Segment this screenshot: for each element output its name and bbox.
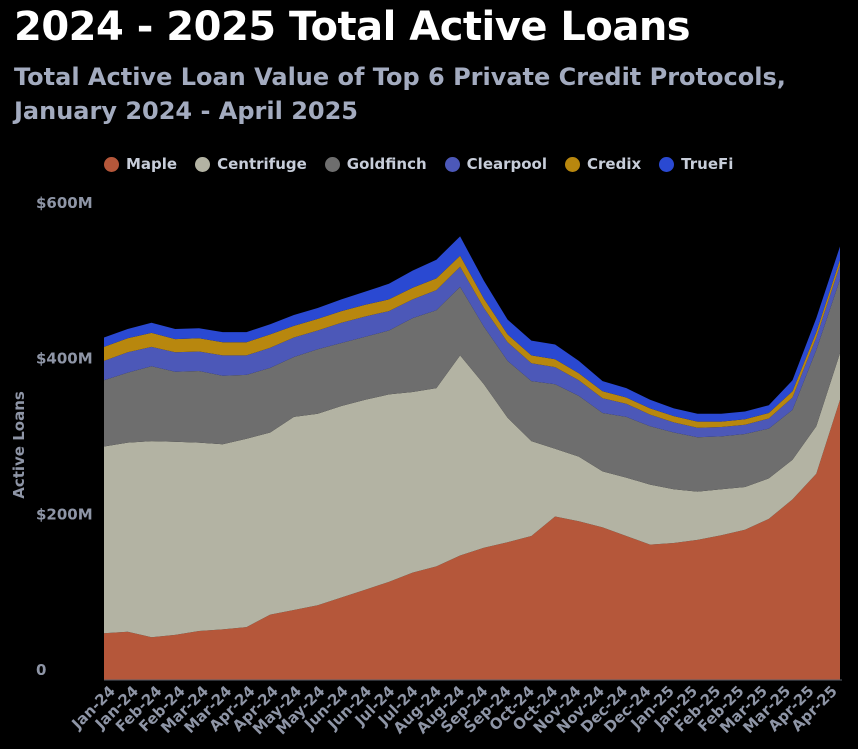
legend-label: Goldfinch [346,155,427,173]
area-clearpool[interactable] [104,265,840,438]
area-goldfinch[interactable] [104,279,840,492]
legend-label: TrueFi [681,155,734,173]
chart-title: 2024 - 2025 Total Active Loans [14,4,691,50]
legend-swatch-truefi [659,156,675,172]
legend-label: Centrifuge [217,155,307,173]
y-axis-label: Active Loans [10,391,28,499]
legend-item-goldfinch[interactable]: Goldfinch [324,155,427,173]
legend-item-centrifuge[interactable]: Centrifuge [195,155,307,173]
legend-swatch-maple [104,156,119,172]
legend-swatch-clearpool [444,156,460,172]
y-axis: 0 $200M $400M $600M [36,194,93,679]
legend-label: Maple [126,155,178,173]
legend-label: Clearpool [466,155,548,173]
area-credix[interactable] [104,255,840,428]
legend-swatch-centrifuge [195,156,211,172]
area-centrifuge[interactable] [104,353,840,638]
chart-legend: Maple Centrifuge Goldfinch Clearpool Credix T… [104,155,733,173]
area-maple[interactable] [104,399,840,680]
y-tick-label: $600M [36,194,93,212]
y-tick-label: 0 [36,661,46,679]
legend-swatch-credix [565,156,581,172]
legend-item-truefi[interactable]: TrueFi [659,155,733,173]
legend-item-maple[interactable]: Maple [104,155,177,173]
legend-label: Credix [587,155,642,173]
y-tick-label: $400M [36,350,93,368]
legend-item-credix[interactable]: Credix [565,155,641,173]
x-axis: Jan-24Jan-24Feb-24Feb-24Mar-24Mar-24Apr-… [68,682,841,738]
area-truefi[interactable] [104,236,840,422]
chart-subtitle: Total Active Loan Value of Top 6 Private… [14,63,786,125]
y-tick-label: $200M [36,505,93,523]
area-layers [104,236,840,680]
legend-swatch-goldfinch [324,156,340,172]
legend-item-clearpool[interactable]: Clearpool [444,155,548,173]
